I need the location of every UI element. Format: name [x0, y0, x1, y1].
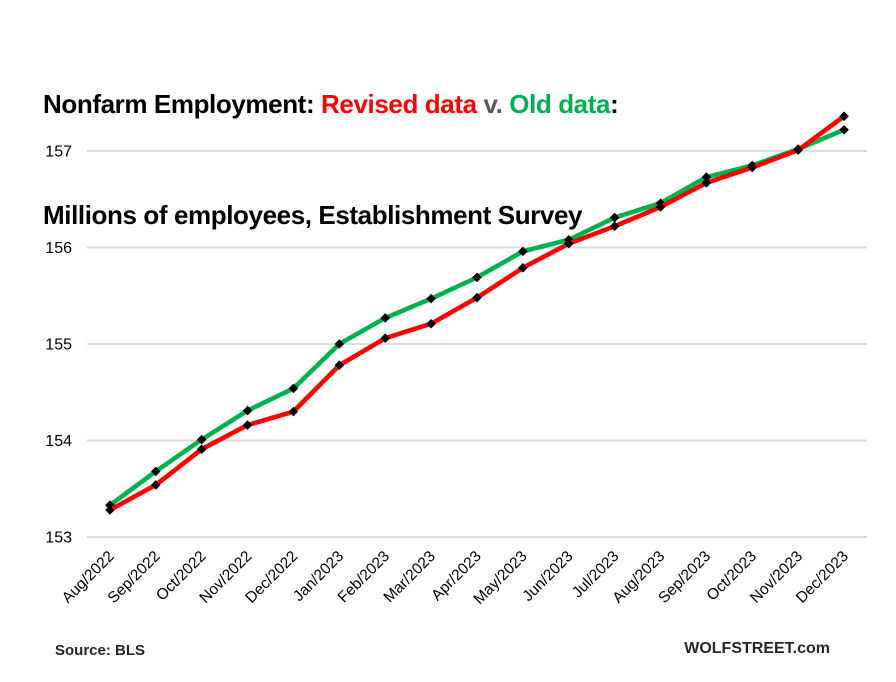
- data-point-marker: [655, 202, 666, 212]
- data-point-marker: [793, 145, 803, 155]
- data-point-marker: [105, 505, 115, 515]
- data-point-marker: [839, 111, 849, 122]
- data-point-marker: [151, 480, 161, 490]
- data-point-marker: [472, 292, 482, 303]
- data-point-marker: [334, 360, 345, 371]
- title-part-vs: v.: [476, 89, 510, 119]
- data-point-marker: [518, 262, 528, 273]
- source-label: Source: BLS: [55, 642, 146, 659]
- data-point-marker: [563, 238, 574, 249]
- wolfstreet-watermark: WOLFSTREET.com: [684, 640, 830, 657]
- x-tick-label: Jun/2023: [519, 548, 576, 605]
- data-point-marker: [747, 162, 758, 173]
- y-tick-label: 153: [45, 530, 72, 547]
- data-point-marker: [288, 406, 299, 417]
- data-point-marker: [839, 124, 849, 135]
- data-point-marker: [472, 272, 482, 283]
- data-point-marker: [426, 318, 436, 329]
- data-point-marker: [380, 313, 391, 323]
- chart-title-line2: Millions of employees, Establishment Sur…: [43, 200, 583, 230]
- data-point-marker: [609, 221, 620, 232]
- data-point-marker: [380, 333, 391, 344]
- data-point-marker: [518, 246, 528, 257]
- data-point-marker: [242, 420, 253, 430]
- y-tick-label: 154: [45, 433, 72, 450]
- title-part-revised: Revised data: [321, 89, 477, 119]
- series-line-old-data: [107, 127, 847, 508]
- title-part-old: Old data: [509, 89, 611, 119]
- data-point-marker: [701, 178, 712, 188]
- data-point-marker: [196, 444, 207, 454]
- y-tick-label: 156: [45, 240, 72, 257]
- title-part-black1: Nonfarm Employment:: [43, 89, 322, 119]
- series-line-revised-data: [107, 113, 847, 513]
- title-part-colon: :: [610, 89, 619, 119]
- chart-title-line1: Nonfarm Employment: Revised data v. Old …: [43, 86, 619, 123]
- data-point-marker: [334, 339, 345, 349]
- data-point-marker: [609, 212, 620, 223]
- y-tick-label: 155: [45, 337, 72, 354]
- data-point-marker: [288, 383, 299, 394]
- data-point-marker: [426, 293, 436, 304]
- data-point-marker: [701, 172, 712, 182]
- data-point-marker: [196, 434, 207, 445]
- y-tick-label: 157: [45, 144, 72, 161]
- data-point-marker: [242, 405, 253, 416]
- chart-title: Nonfarm Employment: Revised data v. Old …: [43, 12, 619, 308]
- data-point-marker: [151, 466, 161, 477]
